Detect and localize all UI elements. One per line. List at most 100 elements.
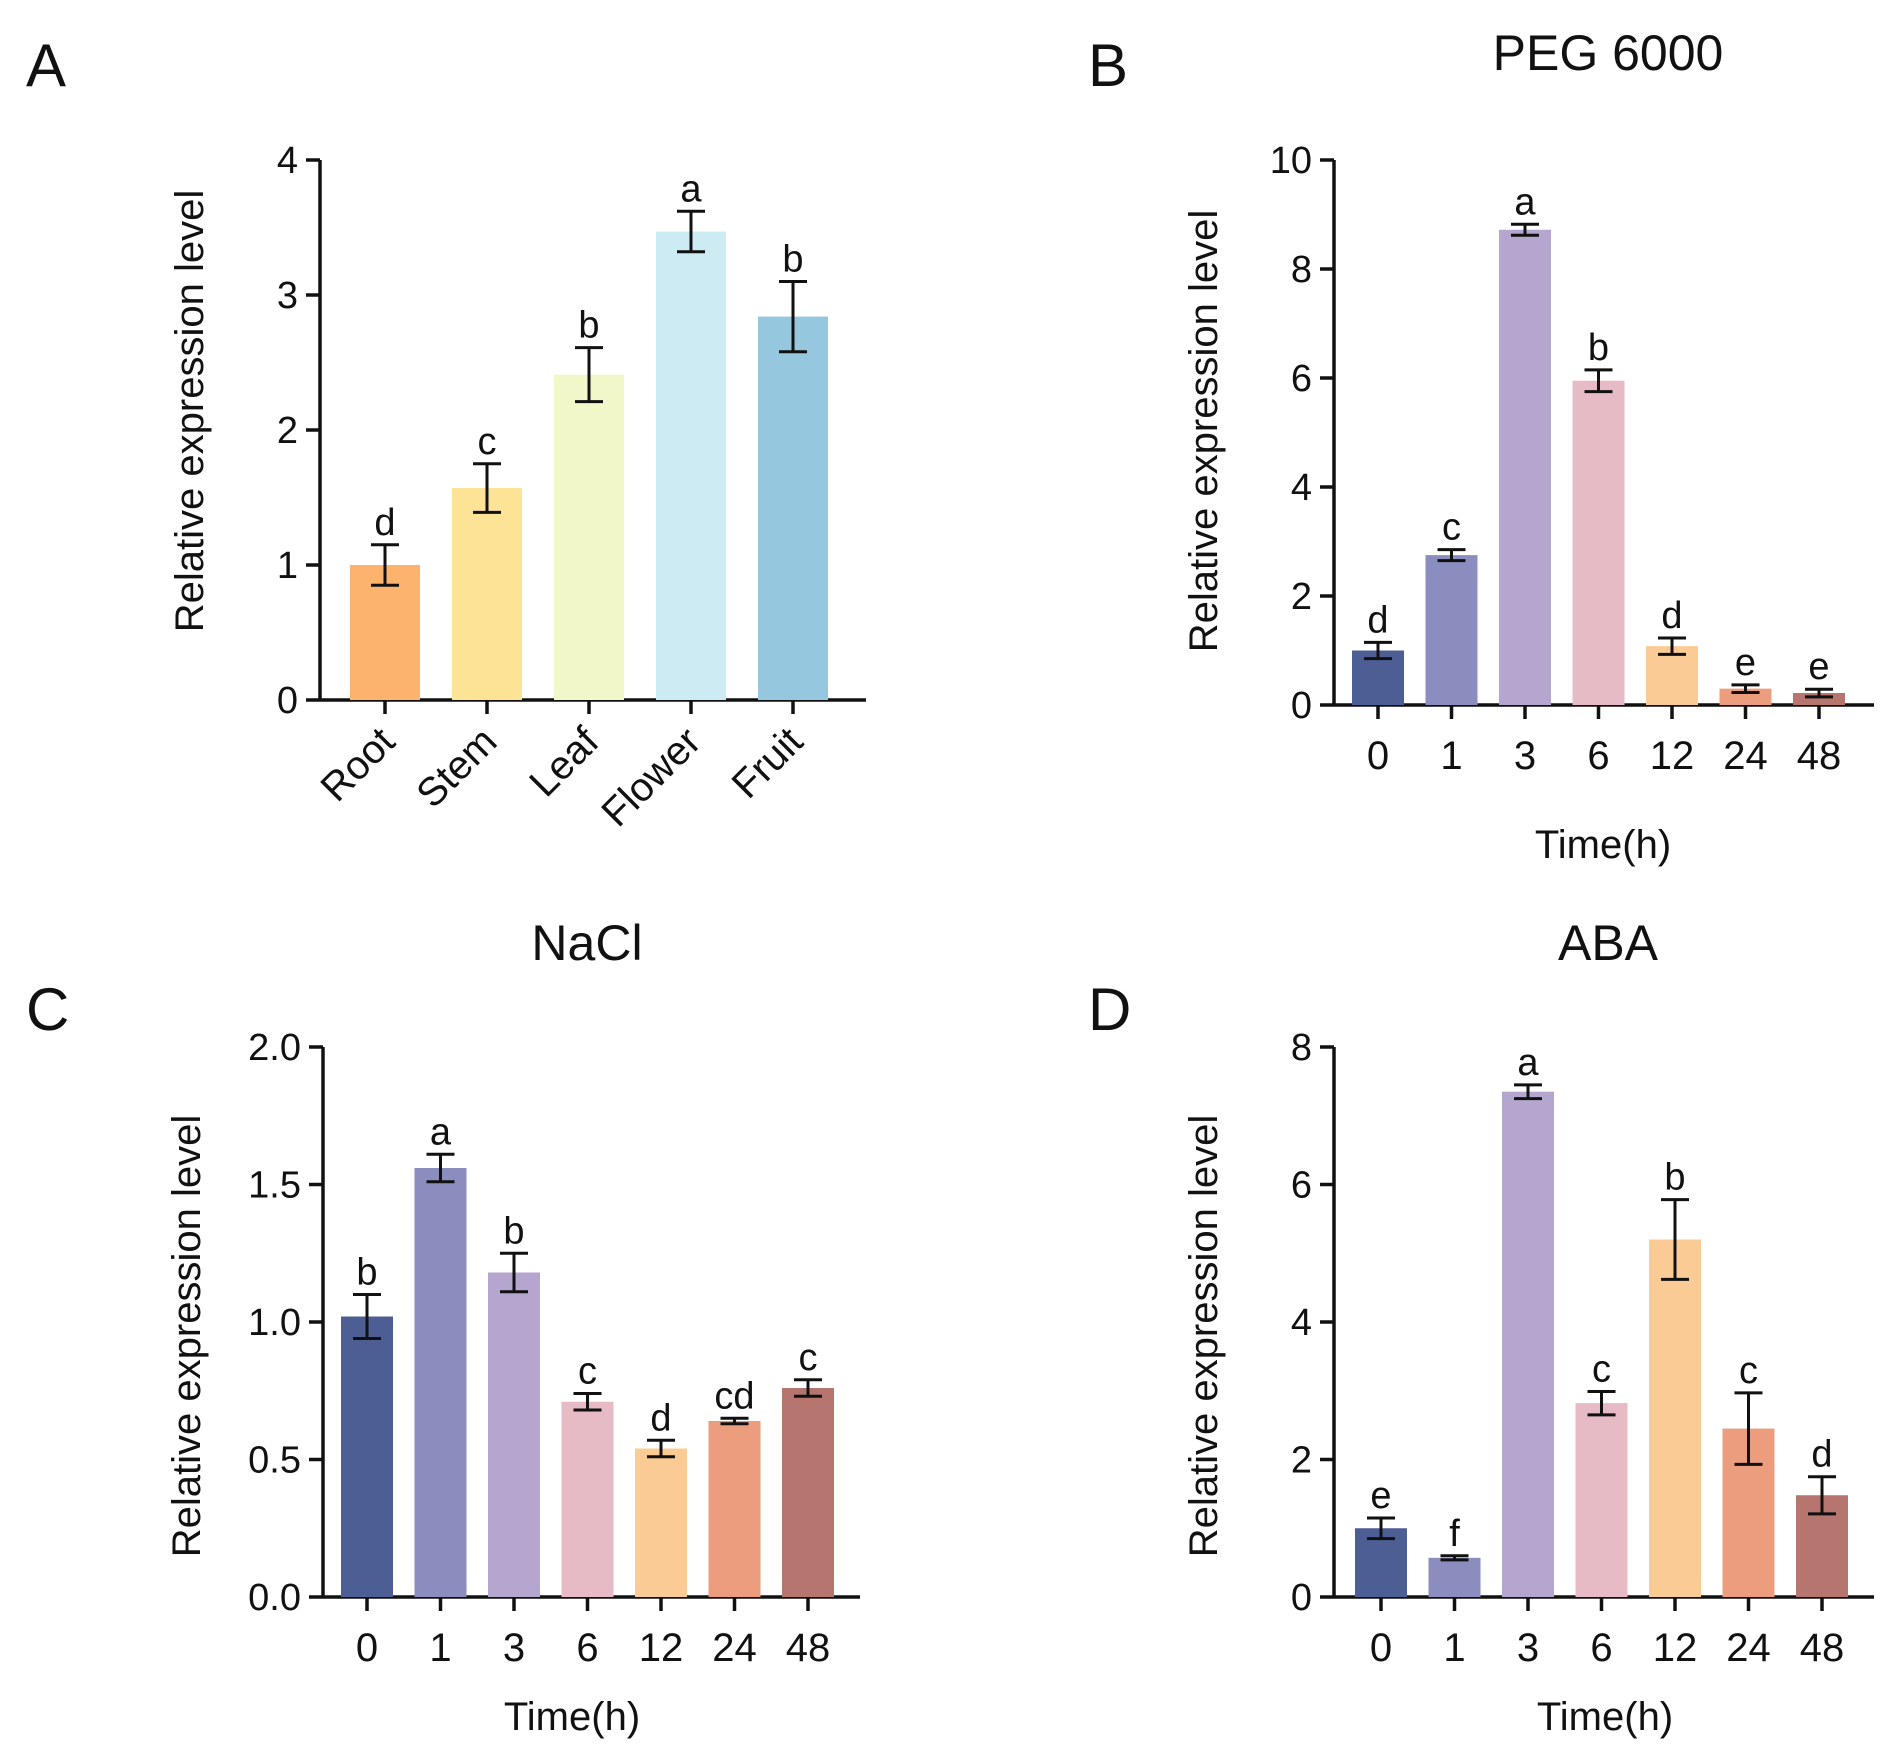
panel-c-significance-letter: a bbox=[430, 1111, 452, 1153]
panel-a-y-axis-label: Relative expression level bbox=[168, 190, 212, 632]
panel-a-y-tick-label: 2 bbox=[277, 410, 298, 452]
panel-b-y-tick-label: 0 bbox=[1291, 685, 1312, 727]
panel-c-error-bar bbox=[353, 1293, 381, 1340]
panel-b-error-bar bbox=[1805, 687, 1833, 699]
panel-c-bar bbox=[708, 1421, 761, 1597]
panel-a-significance-letter: b bbox=[578, 305, 599, 347]
panel-b-significance-letter: a bbox=[1514, 181, 1536, 223]
panel-d-title: ABA bbox=[1558, 915, 1659, 971]
panel-c-bar bbox=[414, 1168, 467, 1597]
panel-d-error-bar bbox=[1587, 1389, 1616, 1417]
panel-a-error-bar bbox=[575, 346, 603, 404]
panel-d-y-tick-label: 6 bbox=[1291, 1165, 1312, 1207]
panel-b-significance-letter: e bbox=[1735, 642, 1756, 684]
panel-c-error-bar bbox=[794, 1378, 822, 1398]
panel-b-y-tick-label: 6 bbox=[1291, 358, 1312, 400]
panel-b-significance-letter: c bbox=[1442, 507, 1461, 549]
panel-c-bar bbox=[782, 1388, 834, 1597]
panel-b-significance-letter: b bbox=[1588, 327, 1609, 369]
panel-c-x-tick-label: 48 bbox=[786, 1626, 831, 1670]
panel-b-x-tick-label: 3 bbox=[1514, 734, 1536, 778]
panel-c-significance-letter: c bbox=[578, 1351, 597, 1393]
panel-a-marks: 0 1 2 3 4 d Root c Stem b Leaf a Flower b Fruit bbox=[277, 140, 866, 835]
panel-a-significance-letter: b bbox=[782, 239, 803, 281]
panel-d-x-tick-label: 12 bbox=[1653, 1626, 1698, 1670]
panel-a-error-bar bbox=[473, 462, 501, 514]
panel-d-x-tick-label: 1 bbox=[1443, 1626, 1465, 1670]
panel-c-x-axis-label: Time(h) bbox=[504, 1695, 640, 1739]
panel-b-y-tick-label: 2 bbox=[1291, 576, 1312, 618]
panel-d-bar bbox=[1502, 1091, 1554, 1597]
panel-a-error-bar bbox=[677, 209, 705, 254]
panel-d-y-tick-label: 4 bbox=[1291, 1302, 1312, 1344]
panel-c-bar bbox=[635, 1448, 687, 1597]
panel-c-y-axis-label: Relative expression level bbox=[165, 1115, 209, 1557]
panel-d: D ABA Relative expression level Time(h) … bbox=[1088, 915, 1874, 1739]
panel-d-y-axis-label: Relative expression level bbox=[1182, 1115, 1226, 1557]
panel-label-b: B bbox=[1088, 32, 1128, 99]
panel-d-bar bbox=[1428, 1557, 1481, 1597]
panel-b-error-bar bbox=[1584, 368, 1613, 394]
panel-a-bar bbox=[758, 316, 828, 700]
panel-d-x-tick-label: 0 bbox=[1370, 1626, 1392, 1670]
panel-a-significance-letter: d bbox=[374, 502, 395, 544]
panel-d-bar bbox=[1575, 1403, 1628, 1597]
panel-label-a: A bbox=[26, 32, 66, 99]
panel-d-significance-letter: c bbox=[1739, 1350, 1758, 1392]
panel-c-y-tick-label: 0.0 bbox=[248, 1577, 301, 1619]
panel-d-significance-letter: b bbox=[1664, 1157, 1685, 1199]
panel-c-error-bar bbox=[573, 1392, 602, 1412]
panel-c-title: NaCl bbox=[531, 915, 642, 971]
panel-c-significance-letter: c bbox=[799, 1337, 818, 1379]
panel-d-error-bar bbox=[1661, 1198, 1689, 1281]
panel-c-error-bar bbox=[647, 1438, 675, 1459]
panel-b-error-bar bbox=[1658, 636, 1686, 656]
panel-b-x-axis-label: Time(h) bbox=[1535, 823, 1671, 867]
panel-b-significance-letter: d bbox=[1661, 595, 1682, 637]
panel-b-bar bbox=[1425, 555, 1478, 705]
panel-a-x-tick-label: Stem bbox=[408, 719, 505, 816]
panel-c-bar bbox=[341, 1316, 393, 1597]
panel-b-bar bbox=[1646, 646, 1698, 705]
panel-a-x-tick-label: Leaf bbox=[521, 719, 608, 806]
panel-c-significance-letter: b bbox=[356, 1252, 377, 1294]
panel-b-x-tick-label: 24 bbox=[1723, 734, 1768, 778]
panel-d-y-tick-label: 8 bbox=[1291, 1027, 1312, 1069]
panel-b-error-bar bbox=[1364, 640, 1392, 661]
panel-a-x-tick-label: Fruit bbox=[724, 719, 812, 807]
panel-c-y-tick-label: 0.5 bbox=[248, 1440, 301, 1482]
panel-b-title: PEG 6000 bbox=[1493, 25, 1724, 81]
panel-c-error-bar bbox=[426, 1152, 455, 1184]
panel-c-x-tick-label: 12 bbox=[639, 1626, 684, 1670]
panel-c-x-tick-label: 0 bbox=[356, 1626, 378, 1670]
panel-d-significance-letter: e bbox=[1370, 1475, 1391, 1517]
panel-c-marks: 0.0 0.5 1.0 1.5 2.0 b 0 a 1 b 3 c 6 d 12 cd 24 c 48 bbox=[248, 1027, 860, 1670]
panel-b-x-tick-label: 48 bbox=[1797, 734, 1842, 778]
panel-a-significance-letter: c bbox=[478, 421, 497, 463]
panel-b-y-tick-label: 10 bbox=[1270, 140, 1312, 182]
panel-c: C NaCl Relative expression level Time(h)… bbox=[26, 915, 860, 1739]
panel-d-significance-letter: d bbox=[1811, 1434, 1832, 1476]
panel-a-x-tick-label: Flower bbox=[593, 719, 709, 835]
panel-c-significance-letter: d bbox=[650, 1397, 671, 1439]
panel-d-error-bar bbox=[1367, 1516, 1395, 1541]
panel-a-y-tick-label: 0 bbox=[277, 680, 298, 722]
panel-c-error-bar bbox=[720, 1416, 749, 1426]
panel-a-bar bbox=[554, 374, 624, 700]
panel-b-error-bar bbox=[1437, 548, 1466, 563]
panel-d-x-tick-label: 3 bbox=[1517, 1626, 1539, 1670]
panel-d-significance-letter: f bbox=[1449, 1513, 1460, 1555]
panel-b-error-bar bbox=[1731, 683, 1760, 694]
panel-label-c: C bbox=[26, 976, 69, 1043]
panel-d-error-bar bbox=[1514, 1083, 1542, 1101]
panel-c-significance-letter: cd bbox=[714, 1375, 754, 1417]
panel-c-bar bbox=[561, 1401, 614, 1597]
panel-d-x-tick-label: 48 bbox=[1800, 1626, 1845, 1670]
panel-c-x-tick-label: 24 bbox=[712, 1626, 757, 1670]
panel-b-x-tick-label: 12 bbox=[1650, 734, 1695, 778]
panel-a-bar bbox=[656, 231, 726, 701]
panel-b-x-tick-label: 0 bbox=[1367, 734, 1389, 778]
panel-b-y-axis-label: Relative expression level bbox=[1182, 210, 1226, 652]
panel-b-x-tick-label: 1 bbox=[1440, 734, 1462, 778]
